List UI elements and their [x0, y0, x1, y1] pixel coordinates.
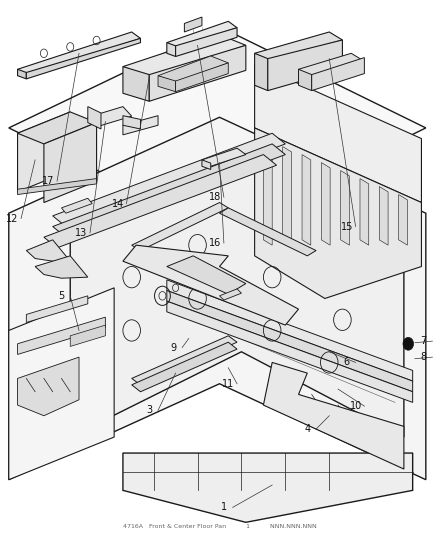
Polygon shape: [398, 195, 406, 245]
Polygon shape: [158, 76, 175, 92]
Polygon shape: [301, 155, 310, 245]
Text: 12: 12: [6, 214, 18, 223]
Text: 6: 6: [343, 358, 349, 367]
Polygon shape: [166, 290, 412, 392]
Polygon shape: [282, 147, 291, 245]
Polygon shape: [123, 453, 412, 522]
Polygon shape: [44, 123, 96, 203]
Polygon shape: [166, 280, 412, 381]
Polygon shape: [254, 128, 420, 298]
Polygon shape: [18, 69, 26, 79]
Polygon shape: [175, 28, 237, 56]
Polygon shape: [123, 116, 140, 129]
Text: 16: 16: [208, 238, 221, 248]
Polygon shape: [201, 148, 245, 166]
Polygon shape: [131, 203, 228, 251]
Polygon shape: [9, 27, 425, 229]
Polygon shape: [123, 245, 298, 325]
Text: 1: 1: [220, 503, 226, 512]
Polygon shape: [18, 179, 96, 195]
Text: 18: 18: [208, 192, 221, 202]
Polygon shape: [298, 53, 364, 77]
Polygon shape: [131, 336, 237, 385]
Polygon shape: [298, 69, 311, 91]
Polygon shape: [26, 240, 70, 261]
Polygon shape: [26, 38, 140, 79]
Text: 5: 5: [58, 291, 64, 301]
Polygon shape: [123, 116, 158, 135]
Text: 17: 17: [42, 176, 54, 186]
Polygon shape: [18, 317, 105, 354]
Polygon shape: [175, 63, 228, 92]
Polygon shape: [378, 187, 387, 245]
Polygon shape: [263, 139, 272, 245]
Text: 11: 11: [222, 379, 234, 389]
Polygon shape: [123, 67, 149, 101]
Circle shape: [402, 337, 413, 350]
Polygon shape: [18, 112, 96, 144]
Polygon shape: [201, 160, 210, 169]
Polygon shape: [70, 149, 403, 437]
Polygon shape: [359, 179, 368, 245]
Text: 4716A   Front & Center Floor Pan          1          NNN.NNN.NNN: 4716A Front & Center Floor Pan 1 NNN.NNN…: [122, 524, 316, 529]
Polygon shape: [44, 155, 276, 248]
Polygon shape: [53, 133, 285, 227]
Polygon shape: [219, 289, 241, 300]
Polygon shape: [166, 301, 412, 402]
Text: 14: 14: [111, 199, 124, 208]
Polygon shape: [184, 17, 201, 32]
Text: 7: 7: [420, 336, 426, 346]
Polygon shape: [9, 117, 425, 480]
Polygon shape: [18, 357, 79, 416]
Polygon shape: [166, 43, 175, 56]
Polygon shape: [254, 53, 267, 91]
Polygon shape: [311, 58, 364, 91]
Polygon shape: [263, 362, 403, 469]
Polygon shape: [61, 198, 92, 213]
Polygon shape: [26, 296, 88, 322]
Text: 13: 13: [75, 228, 87, 238]
Polygon shape: [9, 288, 114, 480]
Polygon shape: [149, 45, 245, 101]
Polygon shape: [267, 40, 342, 91]
Polygon shape: [131, 342, 237, 392]
Polygon shape: [158, 56, 228, 83]
Polygon shape: [70, 325, 105, 346]
Text: 8: 8: [420, 352, 426, 362]
Polygon shape: [254, 32, 342, 61]
Polygon shape: [340, 171, 349, 245]
Polygon shape: [35, 256, 88, 278]
Polygon shape: [123, 35, 245, 77]
Polygon shape: [18, 112, 70, 192]
Polygon shape: [254, 64, 420, 203]
Text: 9: 9: [170, 343, 176, 352]
Text: 3: 3: [146, 406, 152, 415]
Polygon shape: [166, 256, 245, 294]
Text: 10: 10: [349, 401, 361, 411]
Polygon shape: [53, 144, 285, 237]
Text: 4: 4: [304, 424, 310, 434]
Polygon shape: [18, 32, 140, 76]
Polygon shape: [321, 163, 329, 245]
Polygon shape: [219, 208, 315, 256]
Polygon shape: [88, 107, 131, 127]
Text: 15: 15: [340, 222, 352, 231]
Polygon shape: [166, 21, 237, 49]
Polygon shape: [88, 107, 101, 129]
